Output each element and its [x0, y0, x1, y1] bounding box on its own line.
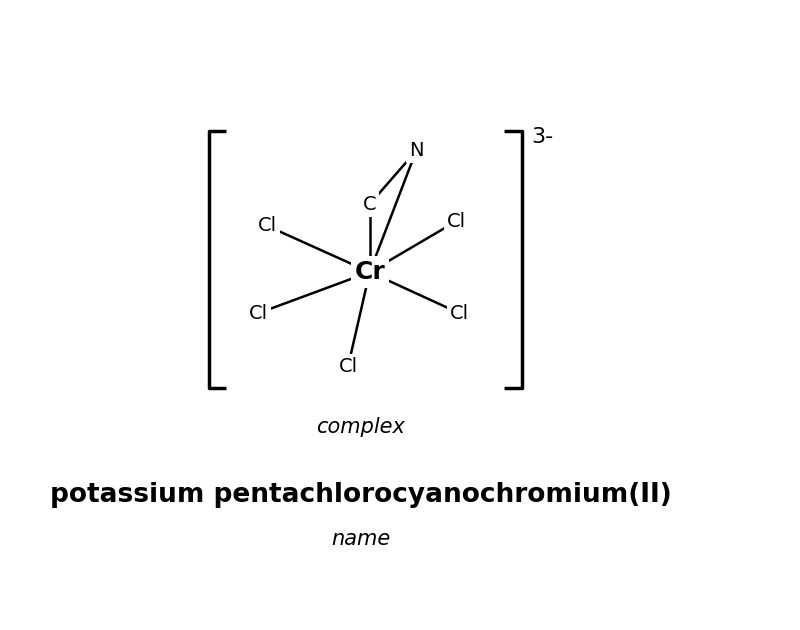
- Text: Cl: Cl: [249, 304, 268, 323]
- Text: Cl: Cl: [450, 304, 469, 323]
- Text: Cl: Cl: [447, 212, 466, 231]
- Text: name: name: [330, 529, 390, 549]
- Text: Cl: Cl: [338, 357, 358, 376]
- Text: complex: complex: [316, 417, 405, 437]
- Text: 3-: 3-: [531, 127, 553, 147]
- Text: Cl: Cl: [258, 217, 277, 236]
- Text: potassium pentachlorocyanochromium(II): potassium pentachlorocyanochromium(II): [50, 482, 671, 508]
- Text: N: N: [409, 141, 423, 160]
- Text: C: C: [363, 195, 377, 214]
- Text: Cr: Cr: [354, 260, 385, 284]
